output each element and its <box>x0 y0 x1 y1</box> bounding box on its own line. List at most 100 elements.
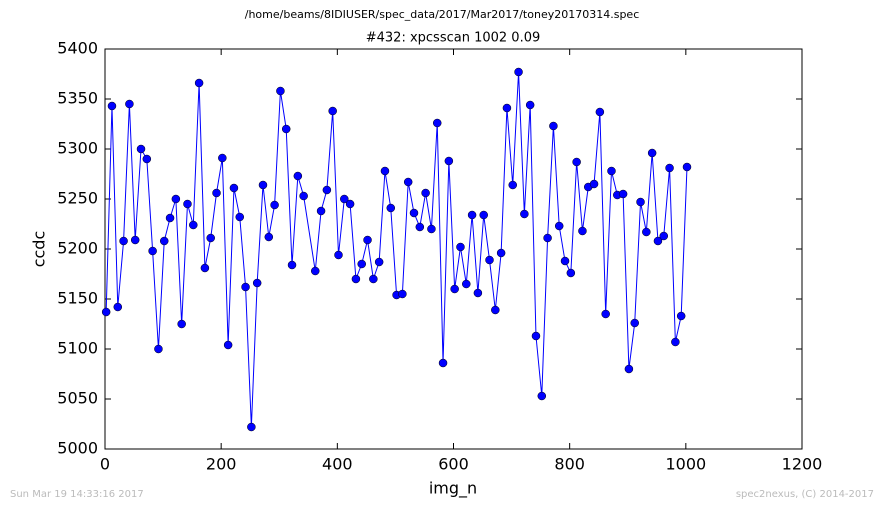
data-point <box>235 212 245 222</box>
data-point <box>398 289 407 299</box>
y-tick-label: 5050 <box>57 389 98 408</box>
data-point <box>531 331 541 341</box>
data-point <box>595 107 605 117</box>
data-point <box>386 203 396 213</box>
data-point <box>171 194 181 204</box>
data-point <box>177 319 186 329</box>
data-point <box>496 248 506 258</box>
data-point <box>142 154 152 164</box>
chart-title: #432: xpcsscan 1002 0.09 <box>366 31 541 46</box>
data-point <box>264 232 274 242</box>
data-point <box>357 259 366 269</box>
data-point <box>589 179 599 189</box>
data-point <box>369 274 378 284</box>
data-point <box>549 121 558 131</box>
data-point <box>380 166 390 176</box>
data-point <box>514 67 523 77</box>
data-point <box>206 233 215 243</box>
footer-date: Sun Mar 19 14:33:16 2017 <box>10 489 144 500</box>
data-point <box>444 156 454 166</box>
y-tick-label: 5350 <box>57 89 98 108</box>
y-tick-label: 5100 <box>57 339 98 358</box>
data-point <box>241 282 250 292</box>
data-point <box>165 213 175 223</box>
data-point <box>183 199 192 209</box>
footer-credit: spec2nexus, (C) 2014-2017 <box>736 489 874 500</box>
data-point <box>653 236 663 246</box>
data-point <box>642 227 651 237</box>
data-point <box>247 422 256 432</box>
data-point <box>258 180 268 190</box>
data-point <box>281 124 291 134</box>
data-point <box>322 185 332 195</box>
data-point <box>601 309 610 319</box>
data-point <box>467 210 477 220</box>
data-point <box>427 224 436 234</box>
data-point <box>101 307 111 317</box>
y-tick-label: 5000 <box>57 439 98 458</box>
data-point <box>665 163 674 173</box>
x-tick-label: 1200 <box>782 455 823 474</box>
data-point <box>374 257 384 267</box>
data-point <box>334 250 343 260</box>
data-point <box>520 209 529 219</box>
data-point <box>293 171 303 181</box>
x-axis-label: img_n <box>429 479 477 499</box>
data-point <box>432 118 442 128</box>
x-tick-label: 400 <box>322 455 353 474</box>
data-point <box>136 144 146 154</box>
x-tick-label: 1000 <box>665 455 706 474</box>
data-point <box>270 200 279 210</box>
data-point <box>218 153 227 163</box>
data-point <box>363 235 372 245</box>
data-point <box>624 364 634 374</box>
y-axis-label: ccdc <box>30 231 49 268</box>
data-point <box>311 266 320 276</box>
data-point <box>502 103 512 113</box>
data-point <box>415 222 425 232</box>
data-point <box>194 78 204 88</box>
data-point <box>647 148 657 158</box>
y-tick-label: 5150 <box>57 289 98 308</box>
data-point <box>479 210 488 220</box>
data-point <box>636 197 645 207</box>
data-point <box>223 340 233 350</box>
data-point <box>316 206 326 216</box>
x-tick-label: 600 <box>438 455 469 474</box>
data-point <box>572 157 581 167</box>
data-point <box>154 344 163 354</box>
data-point <box>119 236 128 246</box>
y-tick-label: 5250 <box>57 189 98 208</box>
data-point <box>618 189 628 199</box>
y-tick-label: 5200 <box>57 239 98 258</box>
data-point <box>287 260 297 270</box>
data-point <box>299 191 308 201</box>
data-point <box>456 242 465 252</box>
data-point <box>450 284 459 294</box>
data-point <box>607 166 616 176</box>
data-point <box>403 177 413 187</box>
data-point <box>560 256 570 266</box>
chart-subtitle: /home/beams/8IDIUSER/spec_data/2017/Mar2… <box>245 8 640 21</box>
data-point <box>473 288 483 298</box>
data-line <box>105 71 688 428</box>
data-point <box>525 100 535 110</box>
x-tick-label: 200 <box>206 455 237 474</box>
data-point <box>340 194 349 204</box>
data-point <box>659 231 669 241</box>
data-point <box>421 188 430 198</box>
data-point <box>200 263 210 273</box>
data-point <box>537 391 547 401</box>
data-point <box>508 180 517 190</box>
data-point <box>491 305 500 315</box>
data-point <box>671 337 680 347</box>
data-point <box>130 235 140 245</box>
data-point <box>351 274 361 284</box>
data-point <box>229 183 239 193</box>
x-tick-label: 800 <box>554 455 585 474</box>
data-point <box>125 99 134 109</box>
data-point <box>630 318 639 328</box>
data-point <box>554 221 564 231</box>
data-point <box>252 278 262 288</box>
